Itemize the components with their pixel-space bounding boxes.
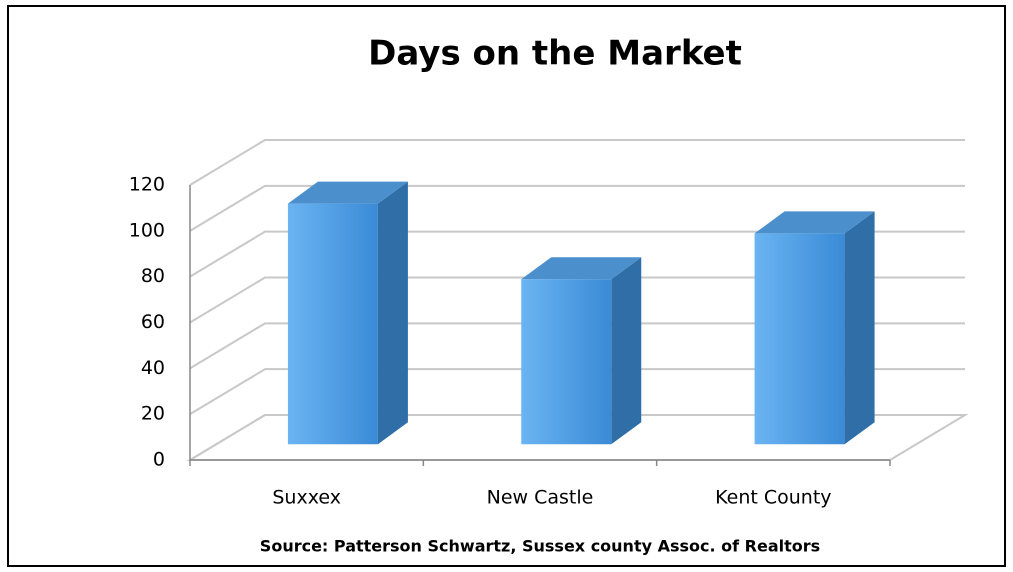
chart-title: Days on the Market [368, 34, 742, 74]
bar-top [287, 181, 408, 204]
grid-line [189, 276, 965, 324]
bar [521, 279, 612, 445]
x-tick-label: New Castle [487, 487, 594, 509]
grid-line [189, 139, 965, 186]
y-tick-label: 120 [129, 174, 165, 196]
bar [287, 203, 378, 445]
y-tick-label: 100 [129, 219, 165, 241]
y-tick-label: 80 [141, 265, 165, 287]
y-tick-label: 40 [141, 357, 165, 379]
grid-line [189, 368, 965, 416]
bar [754, 233, 845, 445]
x-tick-label: Kent County [715, 487, 831, 509]
grid-line [189, 322, 965, 370]
grid-line [189, 414, 965, 461]
grid-line [189, 230, 965, 278]
y-tick-label: 20 [141, 403, 165, 425]
bar-top [521, 257, 642, 280]
bar-side [611, 257, 642, 445]
x-tick-label: Suxxex [272, 487, 341, 509]
bar-top [754, 211, 875, 234]
y-tick-label: 0 [153, 449, 165, 471]
source-note: Source: Patterson Schwartz, Sussex count… [260, 537, 820, 556]
bar-side [377, 181, 408, 445]
y-tick-label: 60 [141, 311, 165, 333]
grid-line [189, 184, 965, 232]
bar-side [844, 211, 875, 445]
